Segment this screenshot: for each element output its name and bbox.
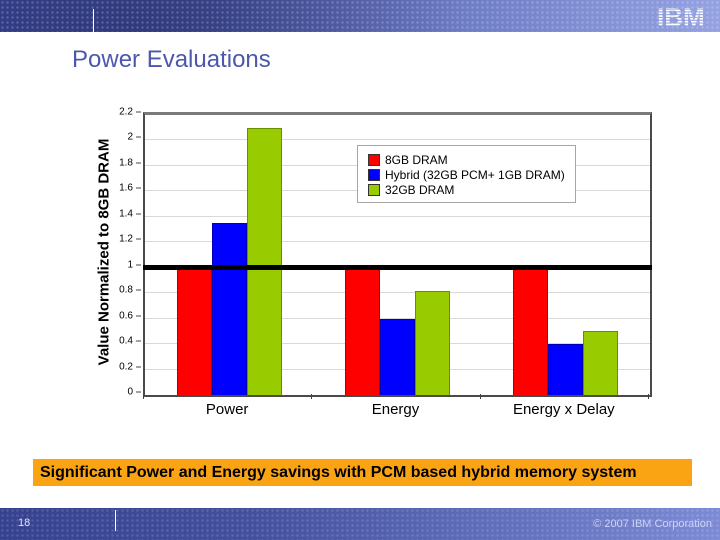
- x-axis-label: Energy x Delay: [512, 401, 615, 418]
- y-tick-label: 0: [127, 386, 133, 398]
- y-tick: 0.8: [119, 285, 141, 296]
- y-tick-label: 1.4: [119, 208, 133, 220]
- y-tick: 2: [127, 132, 141, 143]
- bar: [414, 290, 450, 395]
- gridline: [145, 292, 650, 294]
- bar-group: [176, 115, 282, 395]
- y-tick: 1.6: [119, 183, 141, 194]
- bar: [548, 344, 584, 395]
- y-tick: 1.2: [119, 234, 141, 245]
- y-tick-mark: [136, 340, 141, 342]
- bar-group: [513, 115, 619, 395]
- legend-label: Hybrid (32GB PCM+ 1GB DRAM): [385, 167, 565, 182]
- y-tick-mark: [136, 289, 141, 291]
- gridline: [145, 139, 650, 141]
- y-tick: 0.6: [119, 310, 141, 321]
- baseline-reference-line: [143, 265, 652, 271]
- footer-divider-line: [115, 510, 116, 531]
- y-tick-label: 2: [127, 131, 133, 143]
- legend-label: 32GB DRAM: [385, 182, 455, 197]
- legend-label: 8GB DRAM: [385, 152, 448, 167]
- legend-swatch: [368, 183, 380, 196]
- gridline: [145, 317, 650, 319]
- y-tick-mark: [136, 238, 141, 240]
- legend-row: 32GB DRAM: [368, 182, 571, 197]
- ibm-logo-icon: IBM: [656, 2, 710, 34]
- y-tick-mark: [136, 187, 141, 189]
- y-tick-mark: [136, 366, 141, 368]
- x-axis-boundary-ticks: [143, 394, 649, 400]
- gridline: [145, 215, 650, 217]
- y-tick-label: 0.6: [119, 310, 133, 322]
- x-boundary-tick: [479, 394, 481, 399]
- bar: [176, 267, 212, 395]
- y-tick-mark: [136, 315, 141, 317]
- copyright-text: © 2007 IBM Corporation: [593, 518, 712, 530]
- bar: [513, 267, 549, 395]
- y-tick: 1.8: [119, 157, 141, 168]
- x-boundary-tick: [143, 394, 144, 399]
- svg-text:IBM: IBM: [657, 4, 705, 29]
- y-tick: 0: [127, 387, 141, 398]
- y-tick-mark: [136, 162, 141, 164]
- chart-legend: 8GB DRAM Hybrid (32GB PCM+ 1GB DRAM) 32GB …: [357, 145, 576, 203]
- x-axis-label: Energy: [371, 401, 420, 418]
- y-tick-mark: [136, 264, 141, 266]
- x-boundary-tick: [311, 394, 313, 399]
- highlight-banner: Significant Power and Energy savings wit…: [33, 459, 692, 486]
- y-tick-mark: [136, 213, 141, 215]
- legend-swatch: [368, 153, 380, 166]
- y-tick-label: 1: [127, 259, 133, 271]
- y-tick-label: 0.8: [119, 284, 133, 296]
- y-tick-label: 2.2: [119, 106, 133, 118]
- bar: [583, 331, 619, 395]
- x-boundary-tick: [648, 394, 649, 399]
- y-axis-ticks: 0 0.2 0.4 0.6 0.8 1 1.2 1.4 1.6 1.8 2 2.2: [0, 107, 141, 398]
- gridline: [145, 241, 650, 243]
- bar: [246, 127, 282, 395]
- y-tick: 1.4: [119, 208, 141, 219]
- x-axis-labels: Power Energy Energy x Delay: [143, 401, 648, 418]
- y-tick: 0.2: [119, 361, 141, 372]
- page-number: 18: [18, 517, 31, 529]
- legend-row: 8GB DRAM: [368, 152, 571, 167]
- y-tick-label: 0.2: [119, 361, 133, 373]
- bar: [211, 223, 247, 395]
- y-tick-label: 1.6: [119, 182, 133, 194]
- y-tick: 1: [127, 259, 141, 270]
- bar: [344, 267, 380, 395]
- footer-band: 18 © 2007 IBM Corporation: [0, 508, 720, 540]
- y-tick: 0.4: [119, 336, 141, 347]
- y-tick-mark: [136, 391, 141, 393]
- header-divider-line: [93, 9, 94, 32]
- y-tick-mark: [136, 111, 141, 113]
- legend-row: Hybrid (32GB PCM+ 1GB DRAM): [368, 167, 571, 182]
- legend-swatch: [368, 168, 380, 181]
- bar: [379, 318, 415, 395]
- y-tick: 2.2: [119, 107, 141, 118]
- y-tick-label: 1.2: [119, 233, 133, 245]
- y-tick-label: 1.8: [119, 157, 133, 169]
- header-band: IBM: [0, 0, 720, 32]
- y-tick-mark: [136, 136, 141, 138]
- x-axis-label: Power: [205, 401, 249, 418]
- slide-title: Power Evaluations: [72, 46, 271, 73]
- y-tick-label: 0.4: [119, 335, 133, 347]
